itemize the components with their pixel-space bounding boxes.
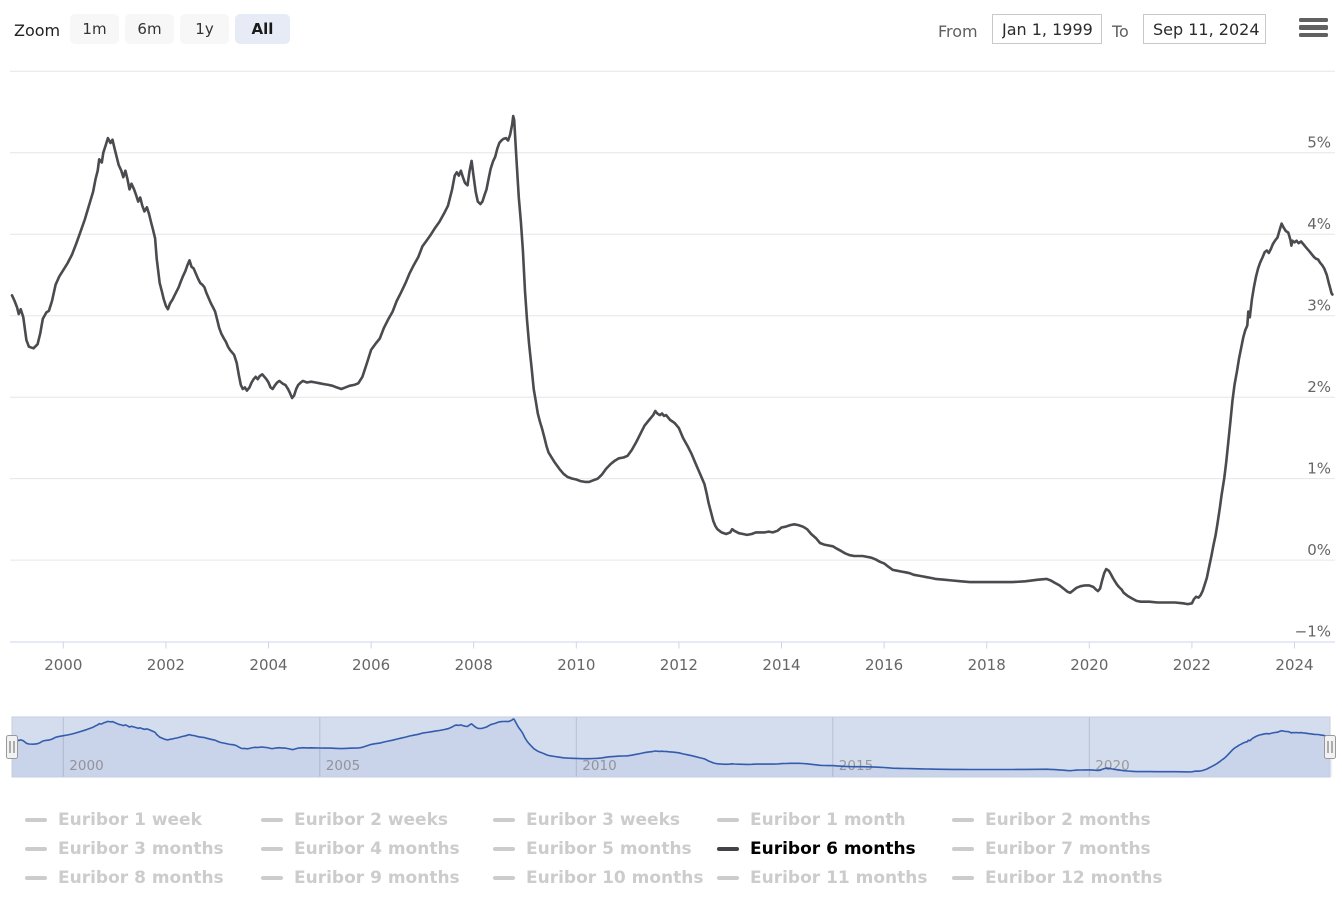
- range-button-1m[interactable]: 1m: [70, 14, 119, 44]
- legend-item-euribor-9-months[interactable]: Euribor 9 months: [261, 867, 460, 889]
- legend-dash-icon: [952, 818, 974, 822]
- to-label: To: [1112, 22, 1129, 41]
- navigator-handle-left[interactable]: [6, 735, 18, 759]
- hamburger-menu-icon[interactable]: [1299, 17, 1328, 41]
- handle-grip[interactable]: [6, 735, 18, 759]
- legend-item-euribor-4-months[interactable]: Euribor 4 months: [261, 838, 460, 860]
- from-date-input[interactable]: [992, 14, 1102, 44]
- x-axis-label: 2016: [865, 656, 903, 674]
- from-label: From: [938, 22, 978, 41]
- legend-item-label: Euribor 1 month: [750, 810, 906, 830]
- legend-dash-icon: [25, 876, 47, 880]
- x-axis-label: 2002: [147, 656, 185, 674]
- legend-item-euribor-5-months[interactable]: Euribor 5 months: [493, 838, 692, 860]
- legend-dash-icon: [952, 876, 974, 880]
- legend-item-label: Euribor 11 months: [750, 868, 928, 888]
- legend-dash-icon: [493, 847, 515, 851]
- legend-item-label: Euribor 5 months: [526, 839, 692, 859]
- legend-dash-icon: [261, 818, 283, 822]
- legend-item-label: Euribor 4 months: [294, 839, 460, 859]
- legend-item-euribor-6-months[interactable]: Euribor 6 months: [717, 838, 916, 860]
- legend-dash-icon: [261, 876, 283, 880]
- y-axis-label: −1%: [1295, 623, 1331, 641]
- legend-item-euribor-10-months[interactable]: Euribor 10 months: [493, 867, 704, 889]
- to-date-input[interactable]: [1143, 14, 1266, 44]
- legend-item-euribor-1-week[interactable]: Euribor 1 week: [25, 809, 202, 831]
- legend-dash-icon: [717, 847, 739, 851]
- legend-dash-icon: [25, 818, 47, 822]
- legend-item-label: Euribor 9 months: [294, 868, 460, 888]
- range-button-all[interactable]: All: [235, 14, 290, 44]
- legend-item-label: Euribor 12 months: [985, 868, 1163, 888]
- range-button-6m[interactable]: 6m: [125, 14, 174, 44]
- legend-dash-icon: [25, 847, 47, 851]
- x-axis-label: 2024: [1275, 656, 1313, 674]
- legend-item-label: Euribor 7 months: [985, 839, 1151, 859]
- x-axis-label: 2004: [249, 656, 287, 674]
- legend-dash-icon: [717, 876, 739, 880]
- legend-item-euribor-2-weeks[interactable]: Euribor 2 weeks: [261, 809, 448, 831]
- y-axis-label: 3%: [1307, 297, 1331, 315]
- menu-bar: [1299, 32, 1328, 38]
- legend-item-euribor-1-month[interactable]: Euribor 1 month: [717, 809, 906, 831]
- x-axis-label: 2000: [44, 656, 82, 674]
- legend-item-euribor-11-months[interactable]: Euribor 11 months: [717, 867, 928, 889]
- legend-item-label: Euribor 8 months: [58, 868, 224, 888]
- legend-item-euribor-12-months[interactable]: Euribor 12 months: [952, 867, 1163, 889]
- y-axis-label: 4%: [1307, 215, 1331, 233]
- legend-item-euribor-3-weeks[interactable]: Euribor 3 weeks: [493, 809, 680, 831]
- legend-dash-icon: [717, 818, 739, 822]
- y-axis-label: 0%: [1307, 541, 1331, 559]
- legend-dash-icon: [493, 876, 515, 880]
- legend-dash-icon: [952, 847, 974, 851]
- x-axis-label: 2014: [762, 656, 800, 674]
- x-axis-label: 2020: [1070, 656, 1108, 674]
- legend-item-label: Euribor 2 months: [985, 810, 1151, 830]
- legend-item-label: Euribor 3 months: [58, 839, 224, 859]
- zoom-label: Zoom: [14, 21, 61, 40]
- legend-item-label: Euribor 10 months: [526, 868, 704, 888]
- legend-item-euribor-8-months[interactable]: Euribor 8 months: [25, 867, 224, 889]
- legend-item-label: Euribor 1 week: [58, 810, 202, 830]
- navigator-mask[interactable]: [12, 717, 1330, 777]
- y-axis-label: 2%: [1307, 378, 1331, 396]
- y-axis-label: 5%: [1307, 134, 1331, 152]
- navigator-handle-right[interactable]: [1324, 735, 1336, 759]
- x-axis-label: 2012: [660, 656, 698, 674]
- x-axis-label: 2018: [968, 656, 1006, 674]
- legend-dash-icon: [261, 847, 283, 851]
- x-axis-label: 2006: [352, 656, 390, 674]
- legend-item-euribor-7-months[interactable]: Euribor 7 months: [952, 838, 1151, 860]
- main-chart[interactable]: 2000 2002 2004 2006 2008 2010 2012 2014 2016 2018…: [0, 0, 1342, 700]
- menu-bar: [1299, 17, 1328, 23]
- handle-grip[interactable]: [1324, 735, 1336, 759]
- range-button-1y[interactable]: 1y: [180, 14, 229, 44]
- legend-item-euribor-2-months[interactable]: Euribor 2 months: [952, 809, 1151, 831]
- menu-bar: [1299, 25, 1328, 30]
- legend-item-label: Euribor 2 weeks: [294, 810, 449, 830]
- legend-item-euribor-3-months[interactable]: Euribor 3 months: [25, 838, 224, 860]
- x-axis-label: 2008: [455, 656, 493, 674]
- legend-item-label: Euribor 6 months: [750, 839, 916, 859]
- range-selector-buttons: 1m 6m 1y All: [70, 14, 296, 44]
- series-line-euribor-6-months: [10, 114, 1334, 606]
- legend-item-label: Euribor 3 weeks: [526, 810, 681, 830]
- y-axis-label: 1%: [1307, 460, 1331, 478]
- x-axis-label: 2022: [1173, 656, 1211, 674]
- x-axis-label: 2010: [557, 656, 595, 674]
- legend-dash-icon: [493, 818, 515, 822]
